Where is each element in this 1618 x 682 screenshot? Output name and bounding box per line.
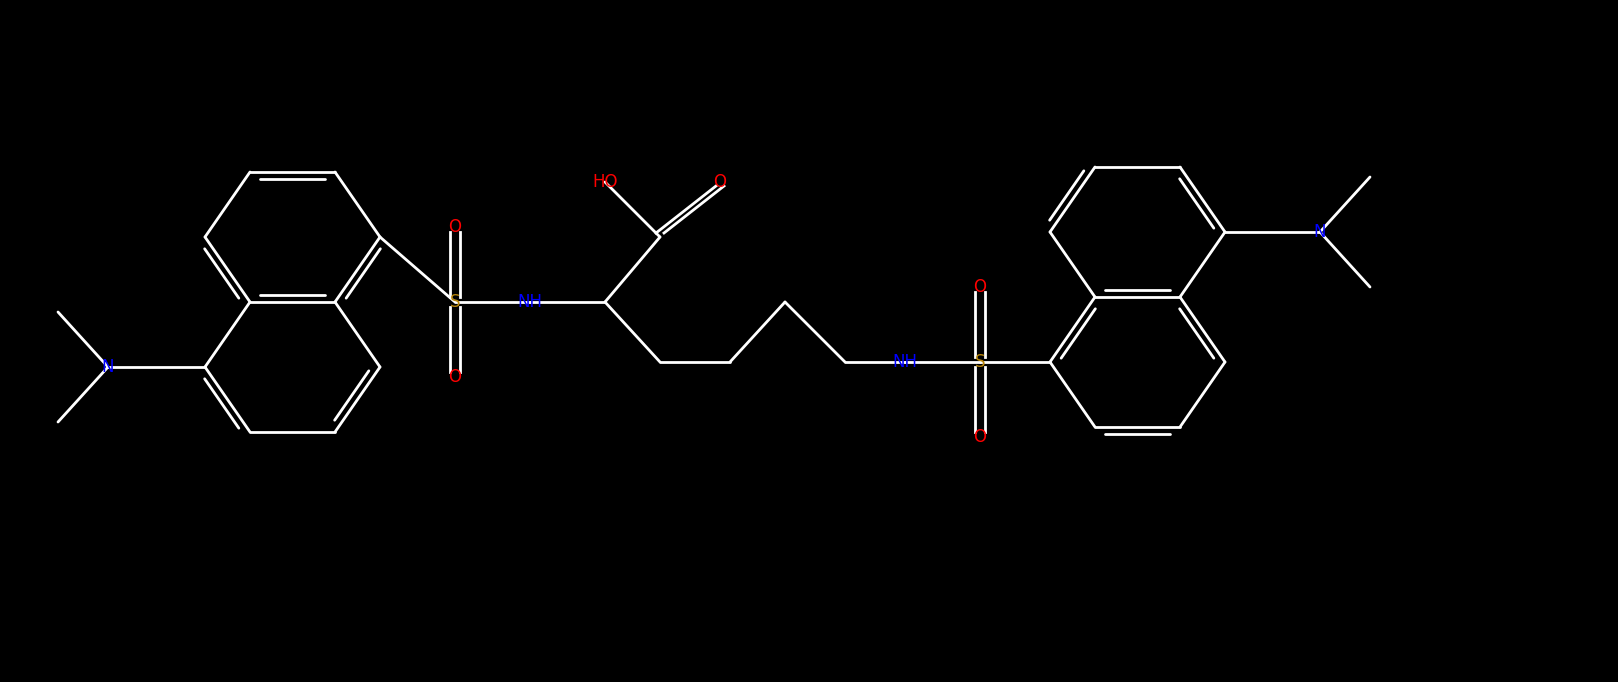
Text: N: N bbox=[102, 358, 115, 376]
Text: O: O bbox=[448, 218, 461, 236]
Text: S: S bbox=[450, 293, 460, 311]
Text: HO: HO bbox=[592, 173, 618, 191]
Text: O: O bbox=[974, 278, 987, 296]
Text: NH: NH bbox=[893, 353, 917, 371]
Text: O: O bbox=[714, 173, 726, 191]
Text: NH: NH bbox=[518, 293, 542, 311]
Text: N: N bbox=[1314, 223, 1327, 241]
Text: O: O bbox=[974, 428, 987, 446]
Text: O: O bbox=[448, 368, 461, 386]
Text: S: S bbox=[974, 353, 985, 371]
